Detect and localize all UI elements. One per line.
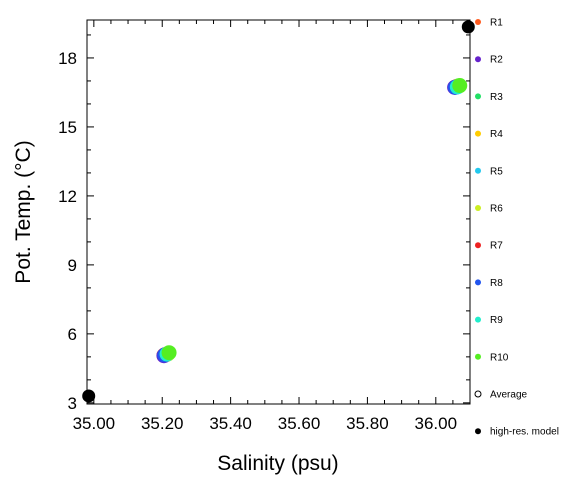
legend-marker bbox=[475, 279, 481, 286]
data-points bbox=[82, 20, 475, 403]
x-tick-label: 35.60 bbox=[278, 414, 321, 433]
legend-label: R3 bbox=[490, 92, 503, 103]
legend-marker bbox=[475, 205, 481, 211]
y-axis-title: Pot. Temp. (°C) bbox=[12, 140, 35, 283]
legend-marker bbox=[475, 242, 481, 249]
data-point bbox=[452, 78, 468, 94]
legend-label: R2 bbox=[490, 55, 503, 66]
y-tick-label: 6 bbox=[68, 325, 77, 344]
x-tick-label: 35.20 bbox=[141, 414, 184, 433]
legend-marker bbox=[475, 56, 481, 63]
legend-label: R1 bbox=[490, 18, 503, 29]
legend-marker bbox=[475, 19, 481, 25]
legend-marker bbox=[475, 130, 481, 137]
legend-label: R8 bbox=[490, 278, 503, 289]
x-axis-title: Salinity (psu) bbox=[217, 452, 338, 475]
legend-marker bbox=[475, 167, 481, 174]
legend-label: R5 bbox=[490, 166, 503, 177]
x-tick-labels: 35.00 35.20 35.40 35.60 35.80 36.00 bbox=[73, 414, 458, 433]
legend-marker bbox=[475, 316, 481, 323]
plot-frame bbox=[86, 19, 471, 405]
y-tick-label: 18 bbox=[58, 49, 77, 68]
data-point bbox=[82, 389, 96, 403]
legend-marker bbox=[474, 390, 482, 398]
legend-label: R9 bbox=[490, 315, 503, 326]
legend-label: R4 bbox=[490, 129, 503, 140]
x-tick-label: 35.80 bbox=[346, 414, 389, 433]
data-point bbox=[161, 345, 177, 361]
axis-ticks bbox=[87, 20, 471, 404]
legend-label: R6 bbox=[490, 204, 503, 215]
y-tick-labels: 3 6 9 12 15 18 bbox=[58, 49, 77, 413]
legend-label: high-res. model bbox=[490, 427, 559, 438]
y-tick-label: 3 bbox=[68, 394, 77, 413]
x-tick-label: 36.00 bbox=[415, 414, 458, 433]
y-tick-label: 9 bbox=[68, 256, 77, 275]
x-tick-label: 35.40 bbox=[209, 414, 252, 433]
data-point bbox=[461, 20, 475, 34]
y-tick-label: 15 bbox=[58, 118, 77, 137]
legend-label: Average bbox=[490, 390, 528, 401]
legend-label: R10 bbox=[490, 352, 509, 363]
x-tick-label: 35.00 bbox=[73, 414, 116, 433]
legend-marker bbox=[475, 428, 481, 435]
legend: R1 R2 R3 R4 R5 R6 R7 R8 R9 R10 Average high-res. mo… bbox=[474, 18, 559, 438]
legend-marker bbox=[475, 353, 481, 360]
legend-marker bbox=[475, 93, 481, 100]
legend-label: R7 bbox=[490, 241, 503, 252]
y-tick-label: 12 bbox=[58, 187, 77, 206]
